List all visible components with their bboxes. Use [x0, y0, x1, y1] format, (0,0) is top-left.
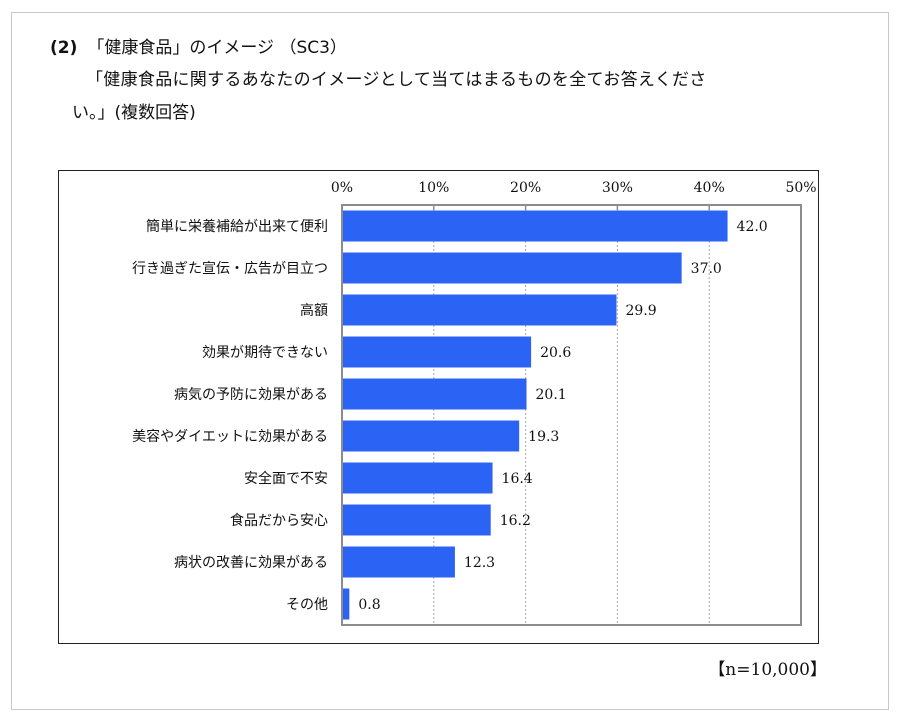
- category-label: 食品だから安心: [230, 512, 328, 529]
- data-label: 16.2: [500, 513, 531, 529]
- data-label: 20.6: [540, 345, 571, 361]
- category-label: 高額: [300, 302, 328, 319]
- section-heading: (2) 「健康食品」のイメージ （SC3）: [50, 33, 347, 58]
- plot-area-frame: [341, 204, 802, 626]
- category-label: 病状の改善に効果がある: [174, 555, 328, 571]
- question-text-line1: 「健康食品に関するあなたのイメージとして当てはまるものを全てお答えくださ: [86, 70, 707, 90]
- data-label: 12.3: [464, 555, 495, 571]
- x-tick-label: 0%: [331, 180, 353, 196]
- bar: [342, 420, 520, 452]
- bar: [342, 546, 455, 578]
- bar: [342, 252, 682, 284]
- question-text-line2: い。」(複数回答): [72, 103, 196, 123]
- section-title: 「健康食品」のイメージ （SC3）: [87, 38, 347, 58]
- bar: [342, 336, 532, 368]
- x-tick-label: 50%: [785, 180, 816, 196]
- x-tick-label: 30%: [602, 180, 633, 196]
- page-frame: [11, 12, 889, 710]
- data-label: 20.1: [536, 387, 567, 403]
- chart-container: 0% 10% 20% 30% 40% 50% 簡単に栄養補給が出来て便利行き過ぎた宣伝・広…: [58, 170, 819, 644]
- data-label: 0.8: [358, 597, 380, 613]
- value-labels: 42.0 37.0 29.9 20.6 20.1 19.3 16.4 16.2 12.3 0.8: [358, 219, 767, 613]
- bar: [342, 588, 350, 620]
- bar: [342, 378, 527, 410]
- bar-chart: 0% 10% 20% 30% 40% 50% 簡単に栄養補給が出来て便利行き過ぎた宣伝・広…: [132, 180, 817, 626]
- sample-size-label: 【n=10,000】: [708, 660, 827, 680]
- category-label: 簡単に栄養補給が出来て便利: [146, 218, 328, 235]
- bar: [342, 210, 728, 242]
- category-label: 安全面で不安: [244, 470, 328, 487]
- x-tick-label: 10%: [418, 180, 449, 196]
- category-label: 効果が期待できない: [202, 345, 328, 361]
- category-label: 美容やダイエットに効果がある: [132, 428, 328, 445]
- bar: [342, 294, 617, 326]
- data-label: 42.0: [737, 219, 768, 235]
- category-label: その他: [286, 597, 328, 613]
- data-label: 19.3: [528, 429, 559, 445]
- x-axis-tick-labels: 0% 10% 20% 30% 40% 50%: [331, 180, 817, 196]
- data-label: 29.9: [625, 303, 656, 319]
- bar: [342, 504, 491, 536]
- category-label: 病気の予防に効果がある: [174, 387, 328, 403]
- bar: [342, 462, 493, 494]
- data-label: 37.0: [691, 261, 722, 277]
- data-label: 16.4: [502, 471, 533, 487]
- category-label: 行き過ぎた宣伝・広告が目立つ: [132, 261, 328, 277]
- section-number: (2): [50, 38, 78, 58]
- x-tick-label: 40%: [694, 180, 725, 196]
- category-labels: 簡単に栄養補給が出来て便利行き過ぎた宣伝・広告が目立つ高額効果が期待できない病気…: [132, 218, 328, 613]
- x-tick-label: 20%: [510, 180, 541, 196]
- bars: [342, 210, 728, 620]
